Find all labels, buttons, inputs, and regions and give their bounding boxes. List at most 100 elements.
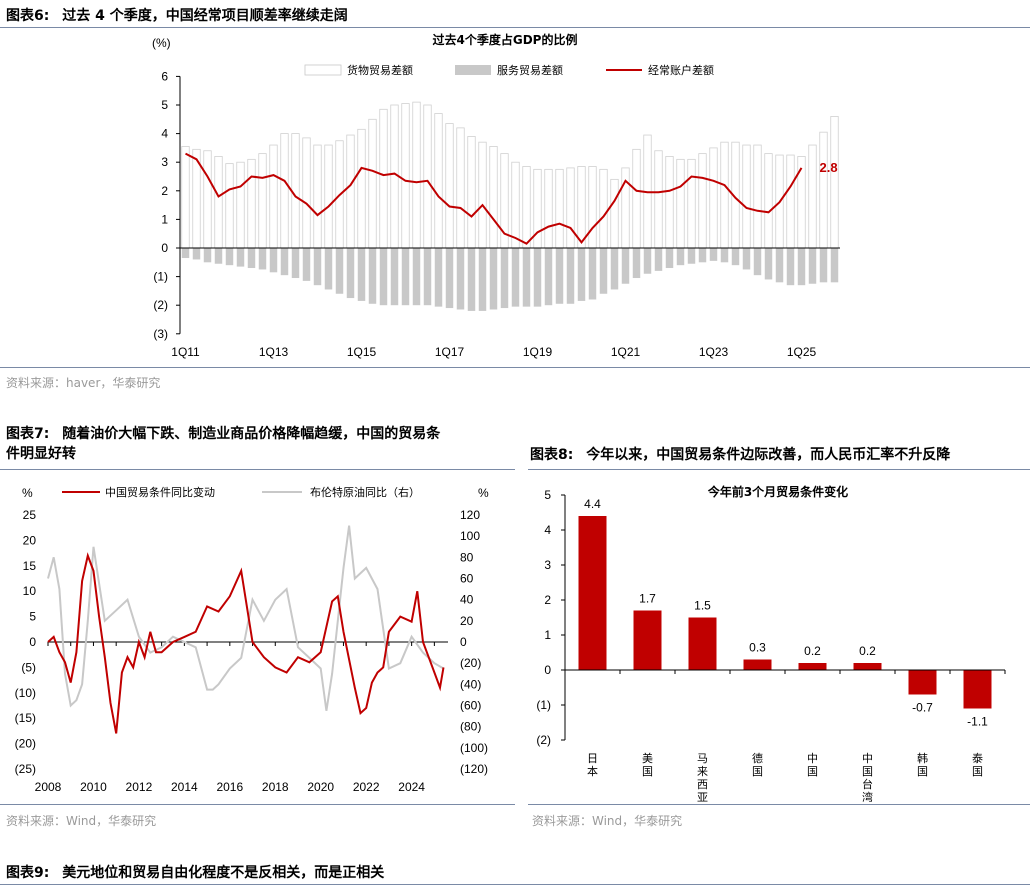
fig7-chart: % % 中国贸易条件同比变动 布伦特原油同比（右） 25 20 15 10 5 0 (5) (10) (… <box>15 485 489 794</box>
fig8-bar <box>633 610 662 670</box>
fig6-x-tick-label: 1Q25 <box>787 345 817 359</box>
fig7-y-tick-label-right: 0 <box>460 635 467 649</box>
fig6-bar-services <box>808 248 817 284</box>
fig7-x-tick-label: 2012 <box>126 780 153 794</box>
fig7-y-tick-label-right: (40) <box>460 677 481 691</box>
fig6-bar-services <box>258 248 267 270</box>
fig6-bar-services <box>357 248 366 301</box>
fig6-bar-services <box>269 248 278 273</box>
fig6-bar-goods <box>258 153 267 249</box>
fig6-source: 资料来源：haver，华泰研究 <box>6 376 161 390</box>
fig7-legend-tot: 中国贸易条件同比变动 <box>105 485 215 499</box>
fig6-bar-goods <box>742 144 751 249</box>
fig6-bar-services <box>709 248 718 261</box>
fig6-bar-goods <box>786 154 795 249</box>
fig6-x-tick-label: 1Q11 <box>171 345 200 359</box>
fig8-value-label: 0.2 <box>804 644 821 658</box>
fig6-legend-goods: 货物贸易差额 <box>347 63 413 77</box>
fig6-bar-goods <box>610 178 619 249</box>
fig6-bar-services <box>412 248 421 306</box>
fig6-bar-services <box>368 248 377 304</box>
fig7-title-line2: 件明显好转 <box>6 446 76 462</box>
fig6-top-rule <box>0 27 1030 28</box>
fig8-title: 今年以来，中国贸易条件边际改善，而人民币汇率不升反降 <box>586 447 951 463</box>
fig6-bar-services <box>522 248 531 307</box>
fig6-bar-services <box>324 248 333 290</box>
fig7-x-tick-label: 2020 <box>307 780 334 794</box>
fig6-y-unit: (%) <box>152 36 171 50</box>
fig6-bar-services <box>577 248 586 301</box>
fig6-bar-services <box>456 248 465 310</box>
fig8-source: 资料来源：Wind，华泰研究 <box>532 814 683 828</box>
fig6-bar-goods <box>236 161 245 249</box>
fig6-bar-services <box>632 248 641 279</box>
fig6-bar-goods <box>478 141 487 249</box>
fig6-bar-goods <box>269 144 278 249</box>
fig6-bar-services <box>225 248 234 266</box>
fig7-x-tick-label: 2018 <box>262 780 289 794</box>
fig8-bar <box>853 663 882 670</box>
fig7-y-tick-label-right: 80 <box>460 550 474 564</box>
fig6-bar-services <box>544 248 553 306</box>
fig6-y-tick-label: 2 <box>161 184 168 198</box>
fig6-bar-goods <box>423 104 432 249</box>
fig7-y-unit-right: % <box>478 486 489 500</box>
fig7-label: 图表7: <box>6 426 50 442</box>
fig9-label: 图表9: <box>6 865 50 881</box>
fig7-y-tick-label-left: (10) <box>15 686 36 700</box>
fig6-bar-goods <box>203 150 212 249</box>
fig6-bar-services <box>203 248 212 263</box>
fig6-y-tick-label: 4 <box>161 127 168 141</box>
fig7-y-tick-label-left: (20) <box>15 737 36 751</box>
fig8-y-tick-label: 1 <box>544 628 551 642</box>
fig6-x-tick-label: 1Q23 <box>699 345 729 359</box>
fig6-y-tick-label: 0 <box>161 241 168 255</box>
fig6-bar-services <box>236 248 245 267</box>
fig7-title-line1: 随着油价大幅下跌、制造业商品价格降幅趋缓，中国的贸易条 <box>62 426 441 442</box>
fig6-bar-goods <box>434 113 443 249</box>
fig8-bottom-rule <box>528 804 1030 805</box>
fig7-line-tot <box>47 552 445 734</box>
fig6-bar-services <box>467 248 476 311</box>
fig6-bar-goods <box>511 161 520 249</box>
fig8-y-tick-label: 3 <box>544 558 551 572</box>
fig6-bar-goods <box>632 148 641 249</box>
fig7-y-tick-label-right: (120) <box>460 762 488 776</box>
fig8-category-label: 日本 <box>587 752 598 778</box>
fig6-bar-services <box>489 248 498 310</box>
fig6-bar-services <box>797 248 806 286</box>
fig6-label: 图表6: <box>6 8 50 24</box>
fig6-bar-services <box>764 248 773 280</box>
fig6-bar-goods <box>313 144 322 249</box>
fig7-y-tick-label-right: 100 <box>460 529 480 543</box>
fig8-category-label: 中国 <box>807 752 818 778</box>
fig6-bar-goods <box>687 158 696 249</box>
fig6-bar-goods <box>445 123 454 249</box>
fig8-y-tick-label: (1) <box>536 698 551 712</box>
fig8-category-label: 中国台湾 <box>862 752 873 802</box>
fig8-bar <box>688 617 717 670</box>
fig6-bar-goods <box>401 103 410 249</box>
fig6-bar-goods <box>819 131 828 249</box>
fig6-bar-services <box>181 248 190 259</box>
fig7-y-tick-label-right: 40 <box>460 593 474 607</box>
fig6-bar-services <box>687 248 696 264</box>
fig7-y-tick-label-right: (60) <box>460 699 481 713</box>
fig8-bar <box>743 659 772 670</box>
fig6-bar-goods <box>588 166 597 249</box>
fig6-bar-goods <box>698 153 707 249</box>
fig8-value-label: -1.1 <box>967 715 988 729</box>
fig8-y-tick-label: 0 <box>544 663 551 677</box>
fig6-bar-services <box>720 248 729 263</box>
fig7-y-tick-label-left: 20 <box>23 533 37 547</box>
fig7-x-tick-label: 2022 <box>353 780 380 794</box>
fig8-y-tick-label: (2) <box>536 733 551 747</box>
fig8-chart-title: 今年前3个月贸易条件变化 <box>707 484 848 499</box>
fig6-bar-services <box>830 248 839 283</box>
fig8-category-label: 德国 <box>752 751 763 778</box>
fig7-y-tick-label-left: (5) <box>21 660 36 674</box>
fig7-y-tick-label-left: 5 <box>29 610 36 624</box>
fig6-bar-services <box>247 248 256 269</box>
fig6-bar-services <box>731 248 740 266</box>
fig6-bar-services <box>379 248 388 306</box>
